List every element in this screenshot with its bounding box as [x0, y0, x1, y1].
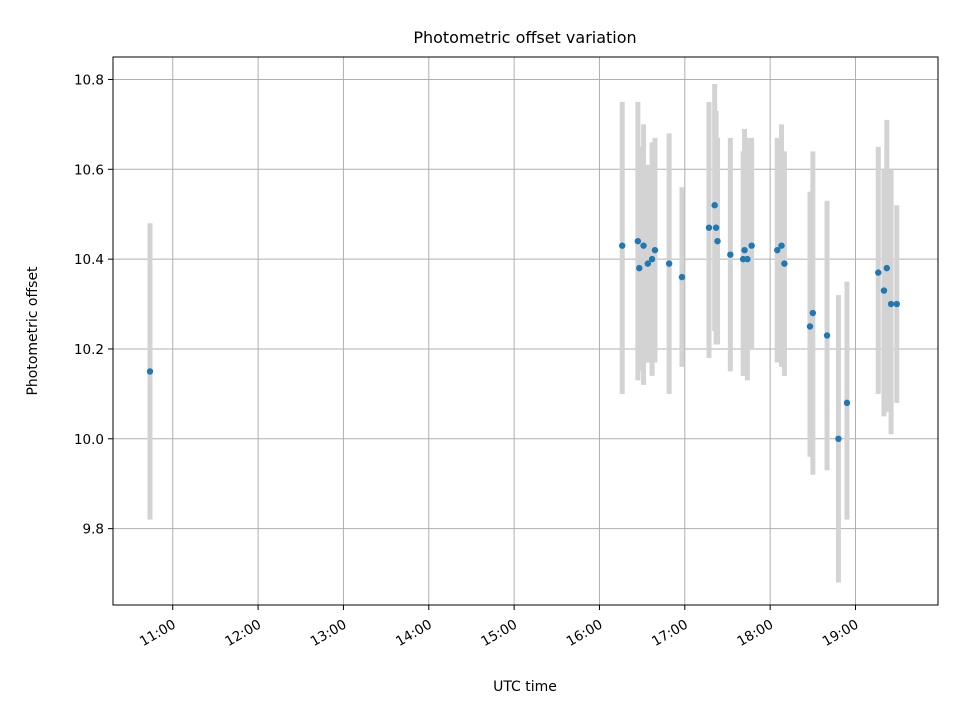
- y-tick-label: 10.0: [74, 432, 104, 448]
- chart-title: Photometric offset variation: [413, 28, 636, 47]
- data-point: [880, 287, 888, 294]
- y-axis-ticks: 9.8 10.0 10.2 10.4 10.6 10.8: [74, 72, 113, 538]
- data-point: [809, 309, 817, 317]
- data-point: [705, 224, 713, 231]
- data-point: [712, 224, 720, 231]
- data-point: [781, 260, 788, 267]
- data-point: [634, 237, 642, 245]
- data-point: [678, 273, 686, 281]
- data-point: [714, 237, 721, 245]
- data-point: [843, 399, 851, 407]
- data-point: [636, 264, 643, 272]
- y-tick-label: 9.8: [83, 522, 104, 538]
- grid: [113, 57, 938, 605]
- data-point: [744, 255, 751, 263]
- data-point: [893, 300, 900, 308]
- data-point: [146, 368, 154, 375]
- y-tick-label: 10.4: [74, 252, 104, 268]
- data-point: [711, 202, 718, 209]
- data-point: [823, 332, 831, 339]
- data-point: [778, 242, 785, 249]
- x-axis-label: UTC time: [493, 679, 557, 695]
- data-point: [875, 269, 882, 276]
- data-point: [665, 260, 673, 267]
- y-axis-label: Photometric offset: [25, 266, 41, 396]
- data-point: [727, 251, 734, 258]
- data-point: [741, 246, 748, 254]
- data-point: [835, 435, 842, 443]
- data-point: [648, 255, 656, 263]
- y-tick-label: 10.6: [74, 162, 104, 178]
- data-point: [644, 260, 652, 267]
- y-tick-label: 10.2: [74, 342, 104, 358]
- y-tick-label: 10.8: [74, 72, 104, 88]
- data-point: [651, 246, 659, 254]
- data-point: [887, 300, 895, 308]
- plot-frame: [112, 56, 939, 606]
- data-point: [806, 323, 814, 330]
- data-point: [748, 242, 755, 249]
- data-point: [619, 242, 626, 249]
- data-point: [774, 246, 781, 254]
- data-points: [146, 202, 900, 443]
- data-point: [640, 242, 647, 249]
- data-point: [883, 264, 890, 272]
